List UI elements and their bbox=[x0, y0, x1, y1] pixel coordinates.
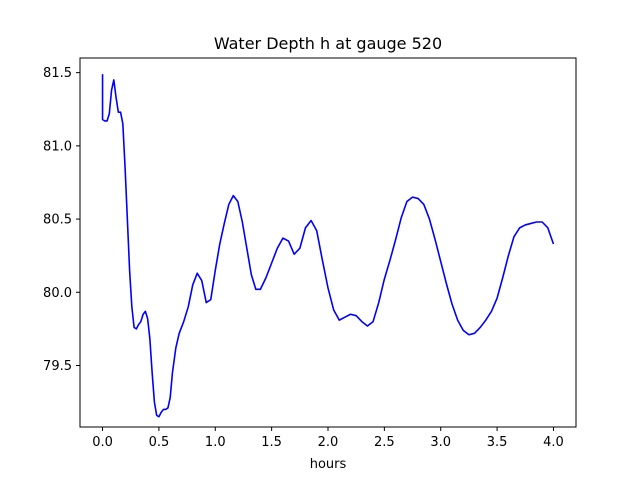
y-tick-label: 80.5 bbox=[43, 213, 72, 228]
x-tick-label: 2.0 bbox=[318, 435, 339, 450]
x-tick-label: 3.5 bbox=[487, 435, 508, 450]
x-tick-label: 0.5 bbox=[149, 435, 170, 450]
y-tick-label: 81.0 bbox=[43, 139, 72, 154]
x-tick-label: 3.0 bbox=[430, 435, 451, 450]
y-axis: 79.5 80.0 80.5 81.0 81.5 bbox=[43, 66, 80, 374]
plot-frame bbox=[79, 57, 577, 428]
y-tick-label: 81.5 bbox=[43, 66, 72, 81]
x-axis: 0.0 0.5 1.0 1.5 2.0 2.5 3.0 3.5 4.0 bbox=[92, 427, 564, 450]
x-tick-label: 2.5 bbox=[374, 435, 395, 450]
x-tick-label: 4.0 bbox=[543, 435, 564, 450]
x-tick-label: 1.0 bbox=[205, 435, 226, 450]
plot-area bbox=[101, 74, 555, 418]
x-tick-label: 1.5 bbox=[261, 435, 282, 450]
x-tick-label: 0.0 bbox=[92, 435, 113, 450]
x-axis-label: hours bbox=[310, 457, 347, 472]
chart-title: Water Depth h at gauge 520 bbox=[214, 34, 442, 53]
y-tick-label: 80.0 bbox=[43, 286, 72, 301]
series-line-0 bbox=[101, 74, 555, 418]
y-tick-label: 79.5 bbox=[43, 359, 72, 374]
